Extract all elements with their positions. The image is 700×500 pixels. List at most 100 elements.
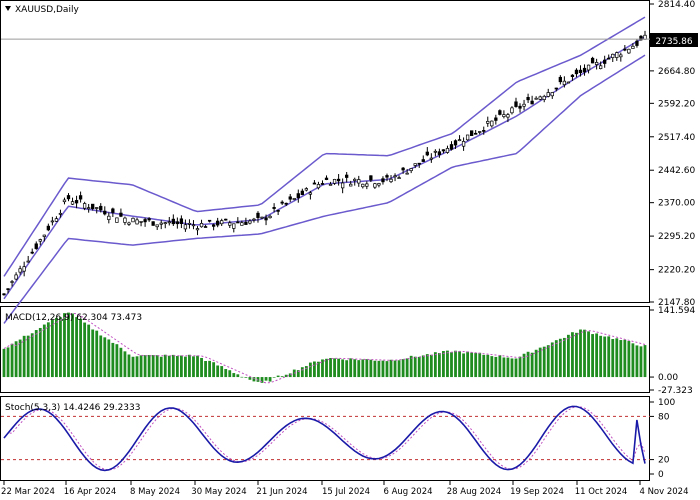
- macd-bar: [14, 341, 18, 378]
- stoch-main-line: [3, 405, 646, 472]
- candle-body: [349, 183, 353, 187]
- macd-bar: [308, 362, 312, 378]
- x-tick-label: 22 Mar 2024: [1, 487, 55, 497]
- macd-bar: [421, 355, 425, 378]
- macd-bar: [353, 359, 357, 378]
- candle-body: [578, 69, 583, 73]
- macd-bar: [127, 354, 131, 378]
- macd-bar: [167, 355, 171, 378]
- candle-body: [417, 162, 421, 165]
- macd-bar: [502, 357, 506, 378]
- candle-body: [506, 114, 510, 118]
- candle-body: [639, 35, 643, 41]
- candle-body: [119, 212, 123, 217]
- macd-bar: [232, 373, 236, 378]
- candle-body: [623, 48, 627, 51]
- y-tick-label: 2592.20: [658, 99, 695, 109]
- macd-panel-frame: [0, 306, 650, 393]
- y-tick-label: 2517.40: [658, 133, 695, 143]
- candle-body: [405, 172, 409, 175]
- stoch-panel-frame: [0, 396, 650, 481]
- macd-bar: [91, 329, 95, 378]
- macd-bar: [385, 361, 389, 378]
- macd-bar: [365, 359, 369, 378]
- macd-bar: [252, 377, 256, 382]
- stoch-levels: [1, 415, 650, 461]
- candle-body: [562, 80, 567, 86]
- macd-bar: [554, 340, 558, 378]
- macd-bar: [131, 356, 135, 378]
- macd-bar: [111, 342, 115, 378]
- candle-body: [244, 221, 248, 225]
- macd-bar: [2, 348, 6, 378]
- macd-bar: [639, 346, 643, 378]
- macd-label: MACD(12,26,9) 62.304 73.473: [5, 313, 142, 323]
- current-price-label: 2735.86: [655, 37, 692, 47]
- candle-body: [401, 167, 405, 171]
- macd-bar: [413, 356, 417, 378]
- macd-bar: [175, 355, 179, 378]
- bollinger-middle-line: [3, 36, 646, 300]
- macd-bar: [268, 377, 272, 382]
- macd-bar: [442, 351, 445, 378]
- candle-body: [582, 67, 587, 73]
- candle-body: [224, 218, 228, 221]
- macd-bar: [143, 355, 147, 378]
- candle-body: [260, 216, 264, 219]
- candle-body: [296, 193, 300, 199]
- candle-body: [240, 222, 244, 226]
- candle-body: [607, 57, 611, 60]
- candle-body: [195, 228, 200, 231]
- macd-bar: [95, 330, 99, 378]
- candle-body: [123, 217, 127, 223]
- y-tick-label: 2442.60: [658, 166, 695, 176]
- candle-body: [365, 183, 369, 187]
- candle-body: [308, 192, 313, 195]
- candle-body: [139, 220, 143, 223]
- x-tick-label: 19 Sep 2024: [510, 487, 564, 497]
- candle-body: [143, 219, 147, 223]
- macd-bar: [34, 330, 38, 378]
- candle-body: [328, 183, 333, 186]
- candle-body: [490, 120, 494, 127]
- macd-bar: [220, 366, 224, 378]
- candle-body: [115, 217, 119, 223]
- candle-body: [58, 212, 63, 215]
- candle-body: [631, 45, 635, 49]
- bollinger-lower-line: [3, 54, 646, 324]
- macd-bar: [159, 356, 163, 378]
- macd-bar: [192, 356, 195, 378]
- macd-bar: [506, 357, 510, 378]
- candle-body: [542, 95, 546, 100]
- macd-bar: [171, 354, 175, 378]
- candle-body: [449, 144, 454, 150]
- macd-bar: [272, 377, 276, 378]
- candle-body: [534, 97, 538, 100]
- candle-body: [34, 243, 38, 249]
- current-price-box: [650, 33, 698, 47]
- candle-body: [336, 178, 341, 182]
- candle-body: [175, 221, 180, 225]
- candle-body: [30, 251, 34, 254]
- x-tick-label: 6 Aug 2024: [383, 487, 432, 497]
- macd-bar: [212, 362, 216, 378]
- macd-bar: [22, 335, 26, 378]
- price-candles: [2, 30, 647, 296]
- candle-body: [280, 201, 284, 204]
- candle-body: [550, 92, 554, 97]
- chevron-down-icon[interactable]: [5, 6, 11, 11]
- candle-body: [324, 177, 329, 180]
- macd-bar: [458, 351, 461, 378]
- candle-body: [191, 224, 196, 227]
- candle-body: [159, 222, 163, 225]
- macd-bar: [107, 339, 111, 378]
- macd-bar: [546, 345, 550, 378]
- x-tick-label: 16 Apr 2024: [64, 487, 117, 497]
- candle-body: [199, 223, 204, 228]
- macd-bar: [151, 355, 155, 378]
- macd-bar: [55, 317, 58, 378]
- macd-bar: [417, 356, 421, 378]
- candle-body: [232, 223, 236, 229]
- candle-body: [54, 218, 59, 222]
